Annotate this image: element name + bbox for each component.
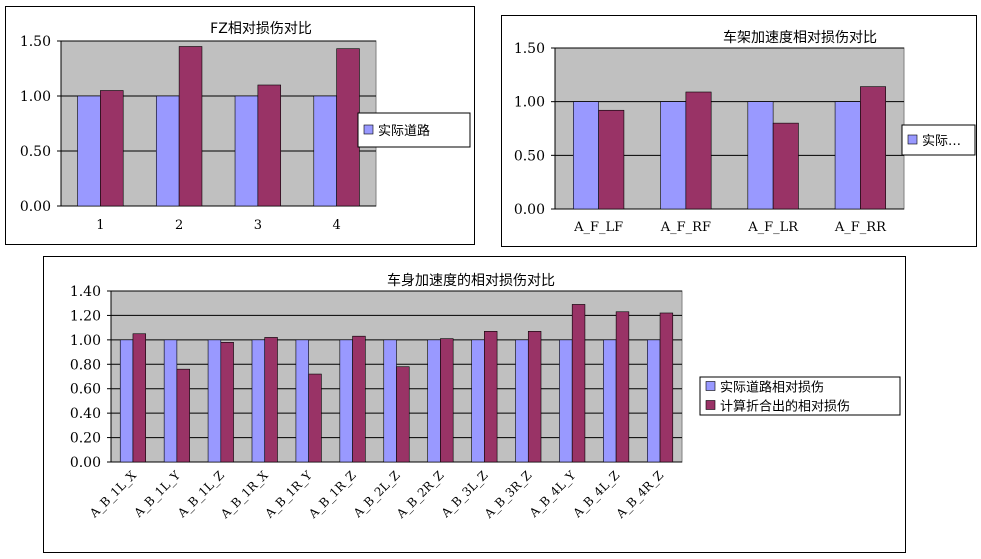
bar-s1-a-f-rr [834,101,861,210]
bar-s1-4 [313,95,337,207]
x-tick-label: A_B_1R_Z [305,468,358,521]
x-tick-label: A_F_LR [747,220,799,235]
chart-panel-fz: FZ相对损伤对比 0.00 0.50 1.00 1.50 1 2 3 4 实际道路 [5,6,475,245]
bar-s2-a-b-4l-y [571,304,586,463]
legend-box [357,112,471,148]
bar-s1-a-b-1r-x [251,339,266,463]
bar-s1-a-b-1l-y [163,339,178,463]
y-tick-label: 1.50 [514,41,545,57]
x-tick-label: 4 [332,218,340,233]
bar-s2-a-b-1l-x [132,333,146,463]
bar-s1-a-b-1l-x [119,339,134,463]
bar-s1-a-b-4l-y [559,339,573,463]
bar-s2-3 [257,84,282,207]
bar-s1-a-b-3l-z [471,339,485,463]
y-tick-label: 1.20 [70,308,101,324]
y-tick-label: 1.40 [70,284,101,300]
legend-swatch [907,134,918,145]
x-tick-label: 1 [96,218,104,233]
legend-box [699,376,901,416]
y-tick-label: 0.50 [20,144,51,160]
bar-s1-a-b-2r-z [427,339,441,463]
bar-s1-a-b-1l-z [207,339,222,463]
y-tick-label: 0.80 [70,357,101,373]
x-tick-label: A_F_RF [660,220,711,235]
legend-swatch [705,400,716,410]
bar-s1-3 [234,95,259,207]
bar-s2-1 [100,90,124,207]
bar-s2-a-f-lr [772,122,799,210]
y-tick-label: 0.20 [70,431,101,447]
legend-label: 计算折合出的相对损伤 [720,399,850,415]
x-tick-label: A_F_RR [834,220,887,235]
y-tick-label: 0.00 [20,199,51,215]
bar-s1-2 [155,95,180,207]
x-tick-label: A_F_LF [573,220,623,235]
bar-s2-a-b-1r-y [308,373,322,463]
bar-s2-a-f-rf [685,91,712,210]
y-tick-label: 0.50 [514,148,545,164]
chart-panel-body: 车身加速度的相对损伤对比 0.00 0.20 0.40 0.60 0.80 1.00 1.20… [43,256,906,553]
bar-s2-a-f-lf [598,109,625,210]
body-chart-svg: 车身加速度的相对损伤对比 0.00 0.20 0.40 0.60 0.80 1.00 1.20… [70,272,901,522]
bar-s1-a-b-1r-y [295,339,309,463]
bar-s2-a-b-2l-z [396,366,410,463]
x-tick-label: A_B_1L_Y [131,467,184,520]
x-tick-label: A_B_1L_X [86,468,139,521]
bar-s1-a-b-4r-z [647,339,661,463]
y-tick-label: 1.00 [514,95,545,111]
bar-s1-a-b-1r-z [339,339,353,463]
y-tick-label: 0.00 [70,455,101,471]
legend-swatch [705,381,716,391]
bar-s1-1 [77,95,101,207]
y-tick-label: 1.00 [70,333,101,349]
bar-s2-a-b-2r-z [440,338,454,463]
bar-s2-4 [336,48,360,207]
legend-swatch [363,124,374,135]
fz-chart-svg: FZ相对损伤对比 0.00 0.50 1.00 1.50 1 2 3 4 实际道路 [20,21,471,233]
legend-label: 实际… [922,134,961,149]
x-tick-label: A_B_2R_Z [393,468,446,521]
x-tick-label: 2 [175,218,183,233]
x-tick-label: A_B_3R_Z [481,468,534,521]
chart-title: 车架加速度相对损伤对比 [723,29,877,46]
bar-s1-a-f-rf [660,101,687,210]
bar-s2-a-b-3l-z [484,331,498,463]
x-tick-label: 3 [254,218,262,233]
y-tick-label: 0.00 [514,202,545,218]
legend-label: 实际道路 [378,123,430,139]
frame-chart-svg: 车架加速度相对损伤对比 0.00 0.50 1.00 1.50 A_F_LF A_F_RF A… [514,29,976,235]
bar-s1-a-b-4l-z [603,339,617,463]
bar-s2-a-b-1r-z [352,335,366,463]
bar-s2-a-b-1l-z [220,342,234,463]
y-tick-label: 0.40 [70,406,101,422]
bar-s1-a-b-2l-z [383,339,397,463]
legend-label: 实际道路相对损伤 [720,380,824,396]
y-tick-label: 1.00 [20,89,51,105]
bar-s2-a-f-rr [860,86,886,210]
x-tick-label: A_B_1R_X [217,468,271,522]
chart-title: FZ相对损伤对比 [210,21,312,37]
bar-s2-2 [178,46,203,207]
x-tick-label: A_B_4L_Y [526,467,579,520]
chart-title: 车身加速度的相对损伤对比 [387,272,555,289]
bar-s1-a-b-3r-z [515,339,529,463]
chart-panel-frame: 车架加速度相对损伤对比 0.00 0.50 1.00 1.50 A_F_LF A_F_RF A… [501,15,977,247]
bar-s2-a-b-3r-z [527,331,542,463]
x-tick-label: A_B_4R_Z [613,468,666,521]
bar-s2-a-b-1r-x [264,337,278,463]
y-tick-label: 1.50 [20,34,51,50]
bar-s2-a-b-4l-z [615,311,630,463]
bar-s2-a-b-1l-y [176,368,190,463]
bar-s2-a-b-4r-z [659,312,674,463]
bar-s1-a-f-lr [747,101,774,210]
y-tick-label: 0.60 [70,382,101,398]
bar-s1-a-f-lf [573,101,599,210]
